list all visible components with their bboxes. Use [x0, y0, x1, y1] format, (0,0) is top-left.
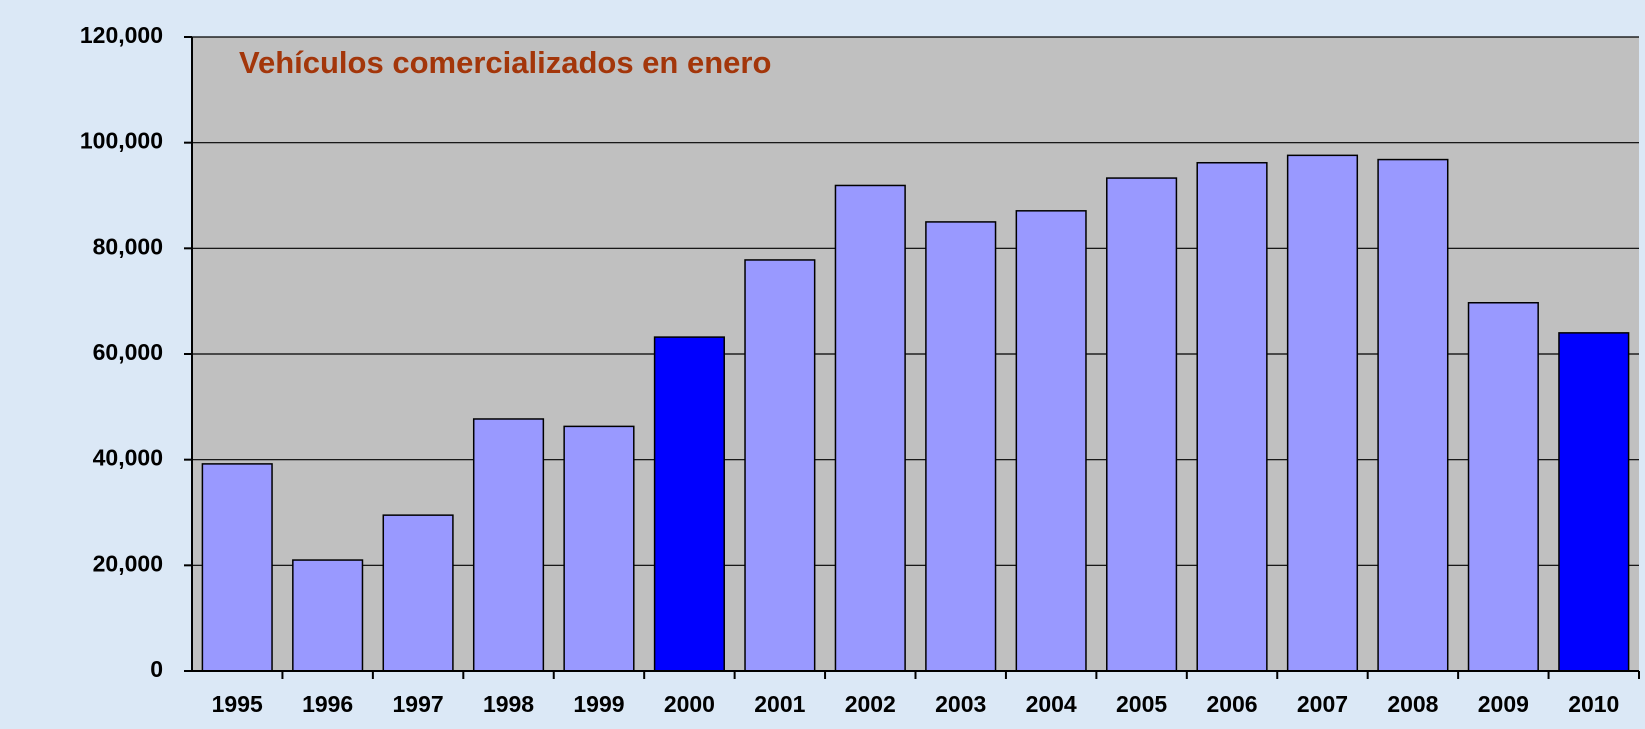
- x-tick-label: 1999: [573, 691, 624, 717]
- chart-title: Vehículos comercializados en enero: [239, 45, 771, 80]
- bar: [201, 463, 273, 672]
- bar: [1558, 332, 1630, 672]
- bar: [834, 184, 906, 672]
- x-tick-label: 2004: [1026, 691, 1077, 717]
- bar: [472, 418, 545, 672]
- y-tick-label: 60,000: [93, 339, 163, 365]
- bar: [653, 336, 725, 672]
- x-tick-label: 2005: [1116, 691, 1167, 717]
- bar: [1015, 210, 1087, 672]
- bars: [201, 154, 1630, 672]
- x-tick-label: 2000: [664, 691, 715, 717]
- bar: [1467, 302, 1539, 672]
- y-tick-label: 20,000: [93, 550, 163, 576]
- x-tick-label: 2006: [1206, 691, 1257, 717]
- x-tick-label: 2009: [1478, 691, 1529, 717]
- bar: [1196, 161, 1268, 672]
- bar: [744, 259, 816, 672]
- y-tick-label: 120,000: [80, 22, 163, 48]
- bar: [1106, 177, 1178, 672]
- x-tick-label: 2007: [1297, 691, 1348, 717]
- x-tick-label: 1997: [393, 691, 444, 717]
- y-tick-label: 80,000: [93, 233, 163, 259]
- y-tick-label: 100,000: [80, 128, 163, 154]
- bar: [925, 221, 997, 672]
- bar: [292, 559, 364, 672]
- bar: [1286, 154, 1359, 672]
- x-tick-label: 1998: [483, 691, 534, 717]
- bar: [382, 514, 454, 672]
- x-tick-label: 1995: [212, 691, 263, 717]
- x-tick-label: 2010: [1568, 691, 1619, 717]
- x-tick-label: 2008: [1387, 691, 1438, 717]
- x-tick-label: 2002: [845, 691, 896, 717]
- bar: [1377, 158, 1449, 672]
- x-tick-label: 2001: [754, 691, 805, 717]
- y-tick-label: 40,000: [93, 445, 163, 471]
- x-tick-label: 2003: [935, 691, 986, 717]
- x-tick-label: 1996: [302, 691, 353, 717]
- bar: [563, 425, 635, 672]
- y-tick-label: 0: [150, 656, 163, 682]
